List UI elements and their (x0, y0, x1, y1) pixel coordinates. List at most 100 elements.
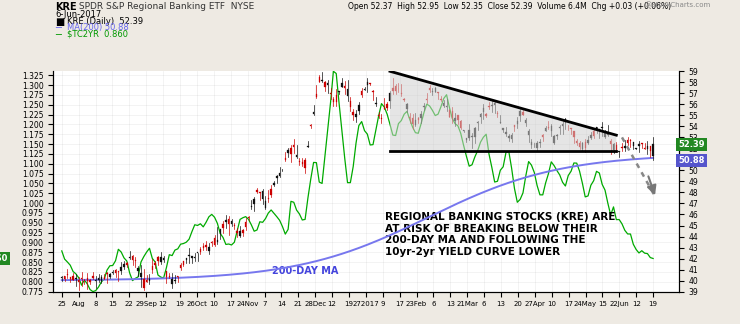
Bar (358, 105, 360, 111)
Bar (576, 141, 577, 143)
Bar (545, 128, 546, 131)
Bar (409, 117, 411, 118)
Bar (477, 122, 478, 123)
Bar (237, 231, 238, 233)
Bar (81, 278, 82, 279)
Bar (474, 128, 476, 137)
Bar (61, 277, 62, 278)
Bar (539, 142, 541, 143)
Bar (307, 146, 309, 147)
Bar (321, 80, 323, 81)
Bar (548, 127, 549, 128)
Bar (98, 278, 99, 280)
Bar (361, 91, 363, 95)
Bar (338, 91, 340, 92)
Bar (191, 257, 192, 258)
Bar (514, 125, 515, 127)
Bar (627, 140, 628, 143)
Bar (163, 258, 164, 260)
Bar (341, 84, 343, 87)
Bar (383, 108, 385, 109)
Bar (78, 280, 79, 282)
Text: $TC2YR  0.860: $TC2YR 0.860 (67, 30, 127, 39)
Bar (285, 158, 286, 160)
Bar (414, 120, 416, 125)
Bar (90, 280, 91, 282)
Bar (282, 169, 283, 170)
Text: 50.88: 50.88 (679, 156, 705, 165)
Bar (378, 115, 380, 116)
Text: SPDR S&P Regional Banking ETF  NYSE: SPDR S&P Regional Banking ETF NYSE (76, 2, 255, 11)
Bar (149, 279, 150, 281)
Bar (121, 267, 122, 271)
Bar (293, 145, 295, 147)
Bar (471, 136, 473, 137)
Bar (386, 104, 388, 108)
Bar (355, 114, 357, 118)
Text: ─: ─ (56, 30, 61, 40)
Bar (585, 142, 586, 148)
Bar (174, 280, 175, 281)
Polygon shape (390, 71, 616, 151)
Bar (169, 276, 170, 277)
Bar (132, 256, 133, 260)
Bar (200, 249, 201, 252)
Bar (101, 277, 102, 281)
Bar (588, 140, 589, 143)
Bar (302, 162, 303, 164)
Bar (254, 199, 255, 204)
Bar (70, 277, 71, 279)
Bar (304, 160, 306, 168)
Bar (602, 127, 603, 128)
Bar (73, 276, 74, 280)
Bar (462, 130, 464, 131)
Bar (118, 271, 119, 272)
Bar (406, 104, 408, 109)
Bar (231, 221, 232, 224)
Bar (214, 238, 215, 245)
Bar (536, 143, 538, 148)
Bar (296, 155, 297, 156)
Bar (330, 93, 332, 94)
Bar (364, 89, 366, 90)
Bar (437, 92, 439, 93)
Bar (568, 125, 569, 126)
Bar (448, 110, 450, 117)
Bar (273, 183, 275, 185)
Bar (194, 257, 195, 258)
Bar (222, 224, 223, 228)
Bar (497, 113, 498, 114)
Bar (124, 263, 125, 267)
Bar (446, 106, 447, 107)
Bar (324, 82, 326, 87)
Bar (172, 279, 173, 284)
Bar (392, 88, 394, 91)
Bar (641, 143, 642, 144)
Bar (565, 119, 566, 123)
Bar (395, 86, 397, 91)
Bar (505, 132, 507, 134)
Bar (500, 122, 501, 123)
Bar (457, 115, 459, 120)
Bar (276, 176, 278, 178)
Bar (420, 114, 422, 118)
Bar (333, 99, 334, 102)
Bar (562, 124, 563, 126)
Bar (480, 114, 481, 117)
Bar (599, 129, 600, 130)
Bar (426, 99, 428, 100)
Bar (579, 143, 580, 147)
Bar (352, 112, 354, 115)
Bar (460, 121, 462, 128)
Bar (64, 276, 65, 279)
Bar (517, 121, 518, 124)
Bar (372, 91, 374, 92)
Bar (67, 274, 68, 275)
Text: ─: ─ (56, 23, 61, 33)
Bar (607, 134, 608, 135)
Bar (220, 229, 221, 234)
Bar (299, 161, 300, 162)
Bar (511, 135, 512, 139)
Bar (126, 263, 127, 265)
Bar (239, 231, 240, 236)
